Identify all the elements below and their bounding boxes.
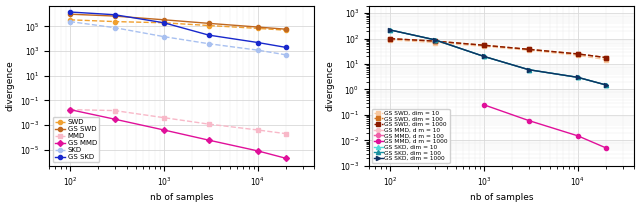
GS MMD [205, 139, 212, 141]
SWD [66, 19, 74, 21]
X-axis label: nb of samples: nb of samples [470, 193, 534, 202]
GS SWD, dim = 10 [386, 38, 394, 41]
GS SWD, dim = 1000 [431, 40, 438, 42]
SKD [254, 49, 262, 51]
GS SKD, dim = 10 [431, 38, 438, 41]
GS SWD, dim = 10 [602, 58, 610, 61]
GS MMD [254, 150, 262, 152]
Line: GS SKD: GS SKD [68, 10, 288, 50]
GS SKD, dim = 100 [602, 84, 610, 86]
GS SKD, dim = 100 [574, 76, 582, 79]
GS SWD, dim = 10 [431, 41, 438, 44]
GS SWD [66, 13, 74, 15]
GS SWD [205, 22, 212, 25]
GS MMD [66, 108, 74, 111]
GS SKD, dim = 10 [602, 84, 610, 86]
GS SWD, dim = 10 [574, 54, 582, 57]
GS SKD, dim = 1000 [431, 38, 438, 41]
GS MMD [282, 157, 290, 160]
Line: GS SKD, dim = 100: GS SKD, dim = 100 [388, 28, 608, 87]
GS SWD, dim = 1000 [386, 37, 394, 40]
GS SKD, dim = 10 [574, 76, 582, 79]
GS SKD [254, 41, 262, 44]
Y-axis label: divergence: divergence [6, 60, 15, 111]
GS MMD, d m = 1000 [525, 119, 532, 122]
GS SWD, dim = 1000 [602, 56, 610, 59]
SWD [282, 29, 290, 31]
Legend: GS SWD, dim = 10, GS SWD, dim = 100, GS SWD, dim = 1000, GS MMD, d m = 10, GS MM: GS SWD, dim = 10, GS SWD, dim = 100, GS … [372, 109, 450, 163]
Line: GS SWD, dim = 1000: GS SWD, dim = 1000 [388, 37, 608, 60]
SKD [282, 54, 290, 56]
Line: MMD: MMD [68, 108, 288, 136]
Line: GS SWD, dim = 100: GS SWD, dim = 100 [388, 37, 608, 60]
GS SWD [111, 15, 118, 17]
SKD [205, 42, 212, 45]
MMD [111, 109, 118, 112]
MMD [282, 132, 290, 135]
Legend: SWD, GS SWD, MMD, GS MMD, SKD, GS SKD: SWD, GS SWD, MMD, GS MMD, SKD, GS SKD [52, 117, 99, 162]
GS SKD [160, 22, 168, 24]
GS SKD, dim = 10 [525, 68, 532, 71]
GS SKD, dim = 1000 [525, 68, 532, 71]
GS SWD, dim = 1000 [574, 53, 582, 55]
SWD [111, 20, 118, 23]
GS SWD, dim = 10 [525, 49, 532, 51]
GS SKD [111, 14, 118, 16]
GS SKD [205, 34, 212, 36]
GS SWD [254, 26, 262, 28]
Line: GS MMD: GS MMD [68, 108, 288, 160]
SWD [160, 22, 168, 24]
GS SWD, dim = 100 [525, 48, 532, 51]
GS SWD, dim = 100 [602, 56, 610, 59]
GS SKD, dim = 100 [386, 29, 394, 31]
Line: SWD: SWD [68, 18, 288, 32]
Line: GS SKD, dim = 1000: GS SKD, dim = 1000 [388, 28, 608, 87]
MMD [66, 108, 74, 111]
SKD [66, 20, 74, 23]
GS SKD, dim = 1000 [480, 55, 488, 58]
X-axis label: nb of samples: nb of samples [150, 193, 214, 202]
GS SWD, dim = 1000 [525, 48, 532, 51]
GS SWD, dim = 10 [480, 45, 488, 48]
GS SWD, dim = 100 [431, 40, 438, 42]
GS SWD [282, 28, 290, 31]
GS SKD [66, 11, 74, 13]
SKD [160, 35, 168, 38]
SWD [205, 24, 212, 27]
GS SKD, dim = 100 [431, 38, 438, 41]
Y-axis label: divergence: divergence [326, 60, 335, 111]
Line: GS MMD, d m = 1000: GS MMD, d m = 1000 [482, 103, 608, 150]
GS SKD, dim = 100 [525, 68, 532, 71]
Line: GS SKD, dim = 10: GS SKD, dim = 10 [388, 28, 608, 87]
GS SKD, dim = 10 [386, 29, 394, 31]
MMD [254, 129, 262, 131]
GS MMD [160, 129, 168, 131]
SWD [254, 27, 262, 30]
GS MMD, d m = 1000 [574, 135, 582, 137]
GS SWD [160, 19, 168, 21]
SKD [111, 26, 118, 29]
GS MMD, d m = 1000 [602, 147, 610, 149]
GS SKD [282, 46, 290, 49]
GS SKD, dim = 100 [480, 55, 488, 58]
GS SWD, dim = 100 [574, 53, 582, 55]
Line: SKD: SKD [68, 20, 288, 57]
GS SKD, dim = 1000 [386, 29, 394, 31]
GS SWD, dim = 1000 [480, 44, 488, 46]
Line: GS SWD, dim = 10: GS SWD, dim = 10 [388, 38, 608, 62]
GS SKD, dim = 1000 [602, 84, 610, 86]
GS MMD, d m = 1000 [480, 104, 488, 106]
GS SKD, dim = 10 [480, 55, 488, 58]
GS SWD, dim = 100 [386, 37, 394, 40]
GS SWD, dim = 100 [480, 44, 488, 46]
MMD [205, 123, 212, 125]
MMD [160, 116, 168, 119]
Line: GS SWD: GS SWD [68, 12, 288, 31]
GS SKD, dim = 1000 [574, 76, 582, 79]
GS MMD [111, 118, 118, 120]
